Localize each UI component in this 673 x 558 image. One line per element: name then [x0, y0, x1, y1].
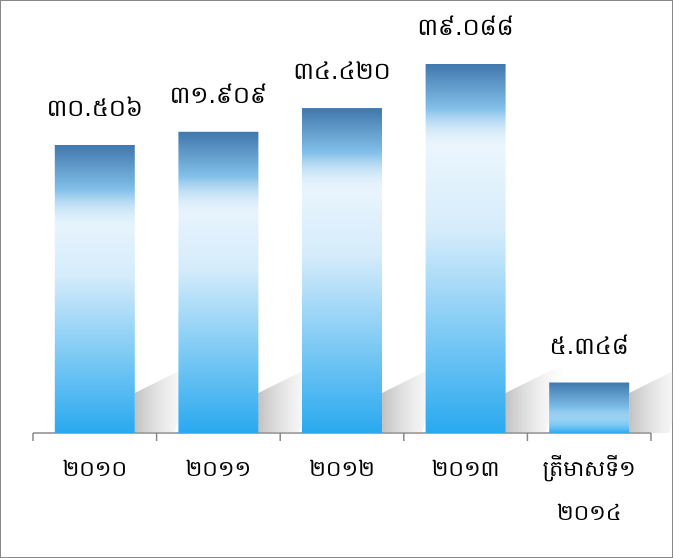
- bar-splash: [54, 145, 135, 236]
- value-label: ៣១.៩០៩: [169, 80, 268, 109]
- bar-splash: [302, 108, 382, 199]
- x-tick-label: ២០១០: [62, 457, 128, 482]
- x-tick-label: ២០១២: [309, 457, 375, 482]
- value-label: ៣៩.០៨៨: [417, 13, 514, 41]
- x-tick-label: ត្រីមាសទី១ ២០១៤: [542, 457, 636, 526]
- bar-splash: [178, 131, 259, 222]
- x-tick-label: ២០១១: [185, 457, 252, 482]
- bar-splash: [549, 382, 630, 433]
- x-tick-label: ២០១៣: [431, 457, 500, 482]
- value-label: ៣៤.៤២០: [293, 57, 391, 86]
- value-label: ៥.៣៤៨: [549, 331, 629, 360]
- bar-splash: [425, 64, 506, 154]
- bar-shadow: [629, 371, 673, 433]
- value-label: ៣០.៥០៦: [46, 94, 143, 123]
